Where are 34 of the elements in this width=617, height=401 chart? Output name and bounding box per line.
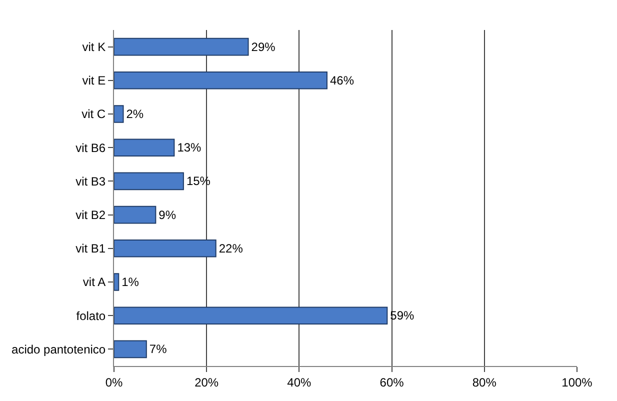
x-tick-label: 0% <box>105 375 123 390</box>
bar <box>114 240 216 258</box>
data-label: 1% <box>122 275 140 289</box>
y-tick-label: vit B3 <box>76 174 106 188</box>
bar <box>114 306 388 324</box>
y-tick-label: folato <box>76 308 106 323</box>
y-tick-label: acido pantotenico <box>12 342 106 356</box>
data-label: 2% <box>126 107 144 121</box>
data-label: 13% <box>177 140 202 155</box>
y-tick-label: vit E <box>82 74 106 88</box>
data-label: 46% <box>330 73 354 88</box>
y-tick-label: vit A <box>82 275 106 290</box>
x-tick-label: 20% <box>194 375 219 390</box>
y-tick-label: vit B6 <box>76 140 106 155</box>
y-tick-label: vit B1 <box>76 242 106 256</box>
x-tick-label: 80% <box>472 375 497 390</box>
bar <box>114 172 184 190</box>
bar <box>114 138 175 156</box>
bar <box>114 72 328 90</box>
bar <box>114 206 156 224</box>
y-tick-label: vit B2 <box>76 208 106 222</box>
data-label: 9% <box>158 208 176 222</box>
data-label: 29% <box>251 40 276 54</box>
x-tick-label: 100% <box>562 375 593 390</box>
bar <box>114 340 147 358</box>
data-label: 22% <box>218 241 244 256</box>
x-tick-label: 60% <box>380 375 404 390</box>
y-tick-label: vit K <box>82 40 106 54</box>
bar <box>114 38 249 56</box>
y-tick-label: vit C <box>82 107 106 122</box>
data-label: 7% <box>149 342 168 356</box>
x-tick-label: 40% <box>287 375 312 390</box>
bar <box>114 273 120 291</box>
bar <box>114 105 124 123</box>
